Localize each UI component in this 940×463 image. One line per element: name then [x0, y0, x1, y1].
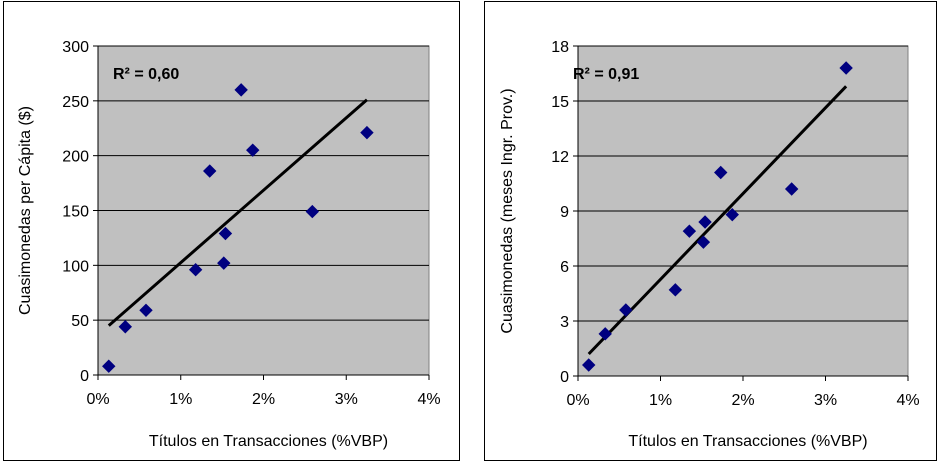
c1-data-point-1 — [118, 320, 133, 334]
c1-data-point-10 — [360, 125, 374, 140]
c1-data-point-0 — [102, 359, 116, 373]
c1-xtick-label-0: 0% — [86, 391, 109, 408]
c2-data-point-5 — [696, 235, 711, 249]
c1-data-point-5 — [217, 256, 231, 270]
c2-data-point-9 — [784, 182, 799, 196]
c2-xtick-label-1: 1% — [649, 392, 672, 409]
c2-y-axis-title: Cuasimonedas (meses Ingr. Prov.) — [499, 88, 516, 333]
c2-data-point-4 — [682, 224, 697, 238]
c2-ytick-label-9: 9 — [560, 204, 569, 221]
c2-data-point-0 — [582, 358, 596, 372]
c1-data-point-2 — [139, 303, 153, 318]
c1-data-point-3 — [188, 263, 203, 277]
c1-ytick-label-200: 200 — [62, 149, 89, 166]
c2-ytick-label-6: 6 — [560, 259, 569, 276]
c2-x-axis-title: Títulos en Transacciones (%VBP) — [628, 433, 867, 450]
c1-r2-annotation: R² = 0,60 — [113, 66, 179, 83]
c1-ytick-label-250: 250 — [62, 94, 89, 111]
c2-data-point-10 — [839, 61, 853, 75]
c2-ytick-label-3: 3 — [560, 314, 569, 331]
c1-ytick-label-150: 150 — [62, 204, 89, 221]
c1-data-point-4 — [203, 164, 217, 178]
c2-data-point-8 — [725, 207, 739, 222]
c1-x-axis-title: Títulos en Transacciones (%VBP) — [149, 433, 388, 450]
c1-xtick-label-2: 2% — [252, 391, 275, 408]
c2-xtick-label-2: 2% — [731, 392, 754, 409]
c2-data-point-2 — [619, 303, 633, 317]
c1-data-point-8 — [246, 143, 260, 157]
c2-xtick-label-0: 0% — [566, 392, 589, 409]
c2-data-point-1 — [598, 327, 612, 341]
c2-xtick-label-3: 3% — [814, 392, 837, 409]
c2-ytick-label-18: 18 — [551, 39, 569, 56]
c2-r2-annotation: R² = 0,91 — [573, 66, 639, 83]
c2-ytick-label-0: 0 — [560, 369, 569, 386]
c1-trendline — [107, 98, 368, 327]
c1-data-point-9 — [305, 204, 320, 219]
c2-data-point-7 — [714, 165, 728, 180]
c1-xtick-label-1: 1% — [169, 391, 192, 408]
c1-ytick-label-50: 50 — [71, 313, 89, 330]
c1-xtick-label-3: 3% — [335, 391, 358, 408]
c1-ytick-label-100: 100 — [62, 258, 89, 275]
c2-data-point-6 — [698, 215, 712, 229]
c1-ytick-label-0: 0 — [80, 368, 89, 385]
c1-ytick-label-300: 300 — [62, 39, 89, 56]
c2-ytick-label-15: 15 — [551, 94, 569, 111]
c1-data-point-7 — [234, 83, 248, 97]
c1-y-axis-title: Cuasimonedas per Cápita ($) — [17, 106, 34, 315]
c2-ytick-label-12: 12 — [551, 149, 569, 166]
c2-xtick-label-4: 4% — [896, 392, 919, 409]
c1-data-point-6 — [218, 226, 233, 241]
c1-xtick-label-4: 4% — [417, 391, 440, 408]
c2-data-point-3 — [668, 283, 683, 297]
